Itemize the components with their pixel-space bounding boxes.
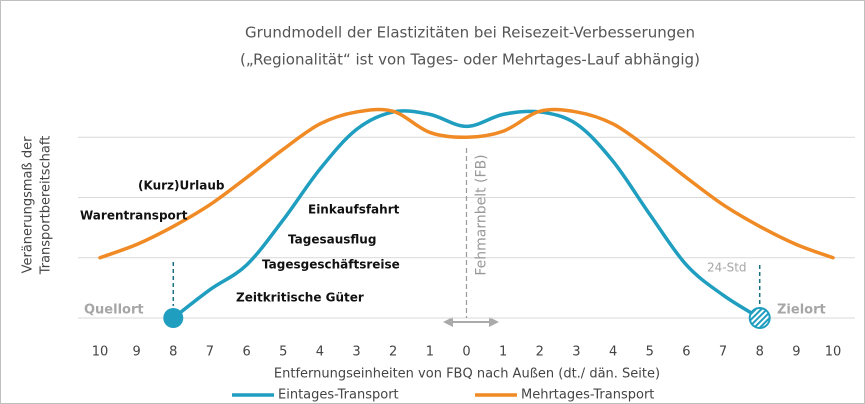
x-tick-label: 10 bbox=[92, 345, 109, 360]
series-line bbox=[171, 109, 762, 320]
annotation: Fehmarnbelt (FB) bbox=[474, 154, 490, 275]
x-tick-label: 0 bbox=[462, 345, 470, 360]
series-line bbox=[98, 107, 835, 260]
x-axis-label: Entfernungseinheiten von FBQ nach Außen … bbox=[274, 367, 660, 382]
x-tick-label: 6 bbox=[242, 345, 250, 360]
chart-subtitle: („Regionalität“ ist von Tages- oder Mehr… bbox=[240, 51, 700, 69]
x-tick-label: 7 bbox=[206, 345, 214, 360]
x-tick-label: 1 bbox=[499, 345, 507, 360]
x-tick-label: 6 bbox=[682, 345, 690, 360]
y-axis-label: Transportbereitschaft bbox=[39, 136, 54, 276]
annotation: 24-Std bbox=[707, 261, 747, 275]
annotation: Einkaufsfahrt bbox=[308, 203, 400, 217]
destination-marker bbox=[748, 307, 771, 329]
x-tick-label: 3 bbox=[352, 345, 360, 360]
x-tick-label: 5 bbox=[279, 345, 287, 360]
annotation: Zeitkritische Güter bbox=[236, 291, 364, 305]
annotation: Tagesausflug bbox=[288, 233, 376, 247]
x-tick-label: 2 bbox=[389, 345, 397, 360]
legend-label: Mehrtages-Transport bbox=[521, 388, 654, 403]
annotation: Warentransport bbox=[80, 209, 188, 223]
x-tick-label: 3 bbox=[572, 345, 580, 360]
x-tick-label: 8 bbox=[169, 345, 177, 360]
origin-marker bbox=[163, 308, 184, 328]
x-tick-label: 9 bbox=[792, 345, 800, 360]
x-tick-label: 8 bbox=[756, 345, 764, 360]
x-tick-label: 4 bbox=[609, 345, 617, 360]
annotation: Quellort bbox=[84, 303, 144, 318]
x-tick-label: 9 bbox=[133, 345, 141, 360]
x-tick-label: 10 bbox=[825, 345, 842, 360]
x-tick-label: 1 bbox=[426, 345, 434, 360]
x-tick-label: 4 bbox=[316, 345, 324, 360]
legend-label: Eintages-Transport bbox=[278, 388, 399, 403]
y-axis-label: Veränerungsmaß der bbox=[21, 136, 36, 273]
annotation: Zielort bbox=[777, 303, 826, 318]
x-tick-label: 5 bbox=[646, 345, 654, 360]
annotation: Tagesgeschäftsreise bbox=[262, 258, 400, 272]
x-tick-label: 7 bbox=[719, 345, 727, 360]
chart-title: Grundmodell der Elastizitäten bei Reisez… bbox=[245, 24, 695, 42]
annotation: (Kurz)Urlaub bbox=[138, 179, 225, 193]
x-tick-label: 2 bbox=[536, 345, 544, 360]
